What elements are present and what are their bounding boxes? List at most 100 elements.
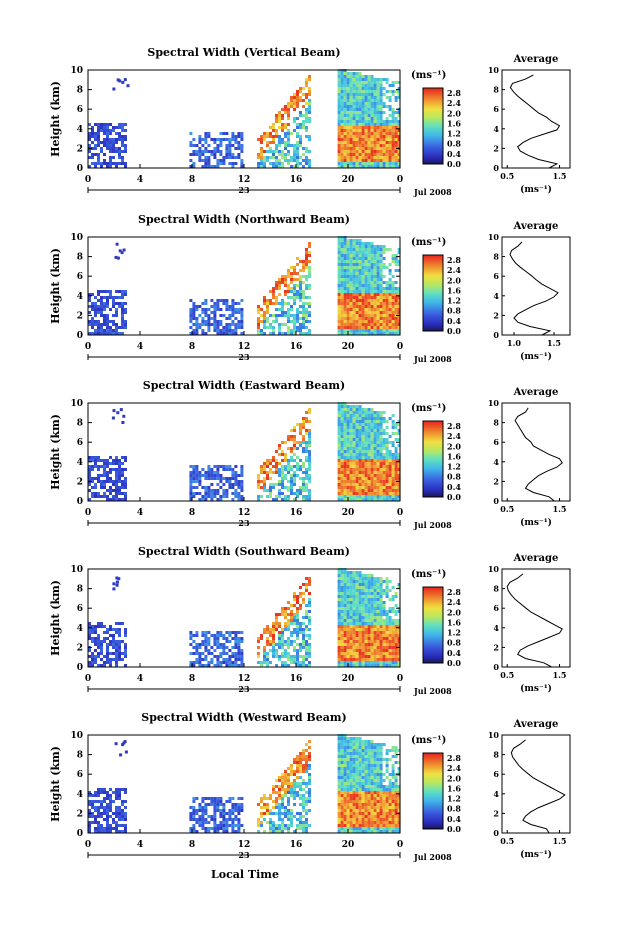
heatmap-cell [198,141,202,144]
heatmap-cell [358,162,362,165]
heatmap-cell [308,622,311,625]
heatmap-cell [397,156,401,159]
heatmap-cell [373,332,377,335]
heatmap-cell [343,435,347,438]
heatmap-cell [391,141,395,144]
heatmap-cell [100,483,103,486]
heatmap-cell [376,652,380,655]
heatmap-cell [94,477,97,480]
heatmap-cell [198,480,202,483]
heatmap-cell [337,655,341,658]
heatmap-cell [340,81,344,84]
heatmap-cell [367,242,371,245]
heatmap-cell [391,492,395,495]
heatmap-cell [364,649,368,652]
heatmap-cell [379,260,383,263]
heatmap-cell [109,661,112,664]
heatmap-cell [388,610,392,613]
heatmap-cell [237,132,241,135]
heatmap-cell [112,462,115,465]
heatmap-cell [391,495,395,498]
x-tick-label: 8 [189,674,195,684]
heatmap-cell [219,314,223,317]
heatmap-cell [231,477,235,480]
avg-y-tick-label: 8 [493,584,499,594]
heatmap-cell [94,308,97,311]
heatmap-cell [379,619,383,622]
heatmap-cell [364,414,368,417]
heatmap-cell [275,162,278,165]
heatmap-cell [355,640,359,643]
heatmap-cell [112,126,115,129]
heatmap-cell [355,468,359,471]
heatmap-cell [337,102,341,105]
heatmap-cell [397,81,401,84]
heatmap-cell [370,293,374,296]
heatmap-cell [370,129,374,132]
heatmap-cell [302,332,305,335]
heatmap-cell [103,126,106,129]
heatmap-cell [216,162,220,165]
heatmap-cell [231,471,235,474]
colorbar-swatch [423,619,443,622]
heatmap-cell [284,498,287,501]
heatmap-cell [349,631,353,634]
heatmap-cell [343,284,347,287]
heatmap-cell [397,637,401,640]
heatmap-cell [343,138,347,141]
heatmap-cell [201,150,205,153]
heatmap-cell [340,444,344,447]
heatmap-cell [382,411,386,414]
heatmap-cell [287,447,290,450]
heatmap-cell [352,96,356,99]
heatmap-cell [281,634,284,637]
heatmap-cell [385,453,389,456]
heatmap-cell [391,144,395,147]
heatmap-cell [352,465,356,468]
heatmap-cell [88,471,91,474]
heatmap-cell [370,260,374,263]
heatmap-cell [364,314,368,317]
heatmap-cell [225,153,229,156]
heatmap-cell [388,84,392,87]
heatmap-cell [287,459,290,462]
colorbar-swatch [423,623,443,626]
heatmap-cell [97,132,100,135]
heatmap-cell [358,489,362,492]
heatmap-cell [391,426,395,429]
heatmap-cell [379,141,383,144]
heatmap-cell [391,117,395,120]
colorbar-swatch [423,639,443,642]
heatmap-cell [346,423,350,426]
heatmap-cell [388,296,392,299]
heatmap-cell [290,296,293,299]
heatmap-cell [91,323,94,326]
heatmap-cell [346,447,350,450]
heatmap-cell [349,486,353,489]
heatmap-cell [385,616,389,619]
panel-2: Spectral Width (Northward Beam)Height (k… [49,213,571,364]
heatmap-cell [385,281,389,284]
heatmap-cell [237,640,241,643]
heatmap-cell [231,664,235,667]
heatmap-cell [382,459,386,462]
heatmap-cell [397,649,401,652]
heatmap-cell [379,108,383,111]
heatmap-cell [349,640,353,643]
heatmap-cell [293,302,296,305]
heatmap-cell [216,299,220,302]
heatmap-cell [391,308,395,311]
heatmap-cell [382,293,386,296]
heatmap-cell [388,299,392,302]
heatmap-cell [88,803,91,806]
heatmap-cell [337,72,341,75]
heatmap-cell [91,495,94,498]
heatmap-cell [364,275,368,278]
heatmap-cell [373,84,377,87]
heatmap-cell [278,150,281,153]
heatmap-cell [308,302,311,305]
heatmap-cell [100,800,103,803]
heatmap-cell [189,492,193,495]
heatmap-cell [370,468,374,471]
heatmap-cell [198,498,202,501]
